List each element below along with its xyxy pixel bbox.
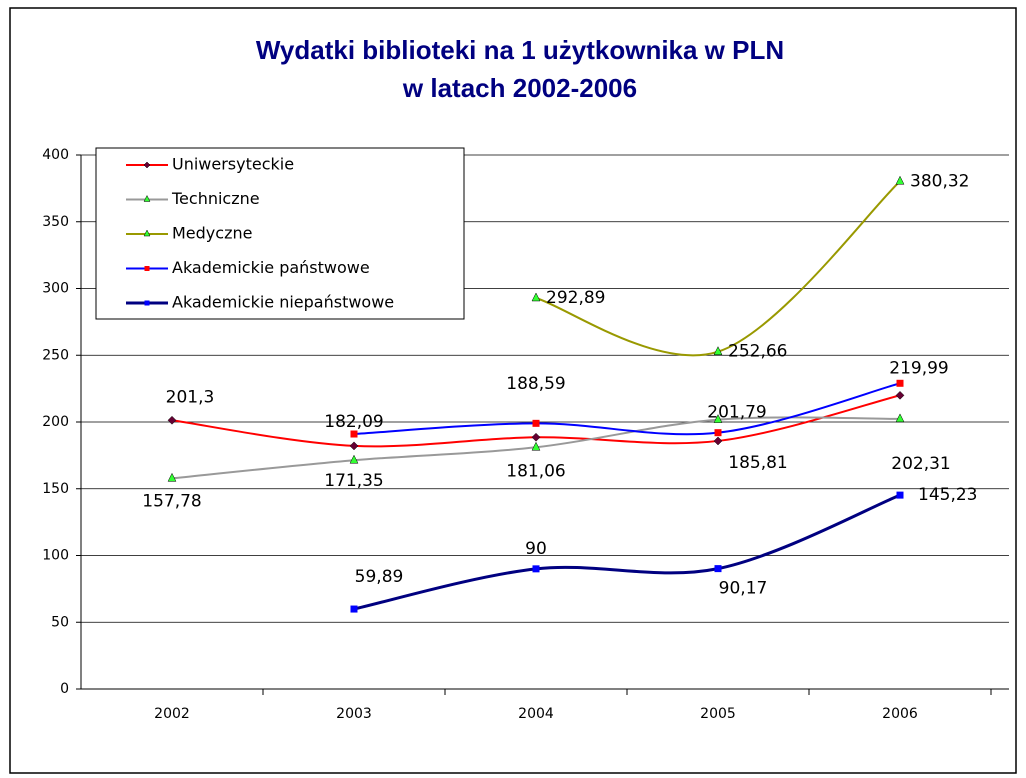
legend-label: Akademickie państwowe <box>172 258 370 277</box>
marker <box>895 390 905 400</box>
y-tick-label: 0 <box>60 681 69 697</box>
data-label: 181,06 <box>506 461 565 481</box>
chart-border <box>9 7 1017 774</box>
y-tick-label: 50 <box>51 614 69 630</box>
series-line <box>353 493 901 611</box>
x-tick-label: 2002 <box>154 706 190 722</box>
marker <box>143 194 151 202</box>
marker <box>167 415 177 425</box>
y-tick-label: 300 <box>42 281 69 297</box>
marker <box>532 565 540 573</box>
x-tick-label: 2006 <box>882 706 918 722</box>
legend-label: Uniwersyteckie <box>172 155 294 174</box>
marker <box>713 346 723 355</box>
data-label: 252,66 <box>728 342 787 362</box>
marker <box>532 419 540 427</box>
x-tick-label: 2004 <box>518 706 554 722</box>
y-tick-label: 100 <box>42 548 69 564</box>
marker <box>143 229 151 237</box>
marker <box>531 432 541 442</box>
data-label: 380,32 <box>910 171 969 191</box>
marker <box>144 300 150 306</box>
y-tick-label: 400 <box>42 147 69 163</box>
x-tick-label: 2005 <box>700 706 736 722</box>
y-tick-label: 200 <box>42 414 69 430</box>
data-label: 171,35 <box>324 471 383 491</box>
legend-label: Medyczne <box>172 224 252 243</box>
marker <box>143 161 151 169</box>
data-label: 59,89 <box>355 567 404 587</box>
data-label: 90 <box>525 539 547 559</box>
x-tick-label: 2003 <box>336 706 372 722</box>
y-tick-label: 150 <box>42 481 69 497</box>
marker <box>896 491 904 499</box>
data-label: 182,09 <box>324 412 383 432</box>
marker <box>167 472 177 482</box>
marker <box>531 441 541 451</box>
data-label: 201,79 <box>707 403 766 423</box>
marker <box>713 436 723 446</box>
marker <box>144 266 150 271</box>
series-line <box>353 382 901 436</box>
marker <box>350 430 358 438</box>
data-label: 185,81 <box>728 453 787 473</box>
data-label: 157,78 <box>142 491 201 511</box>
marker <box>350 605 358 613</box>
chart-title: w latach 2002-2006 <box>402 73 637 103</box>
data-label: 292,89 <box>546 288 605 308</box>
marker <box>349 454 359 464</box>
chart-title: Wydatki biblioteki na 1 użytkownika w PL… <box>256 35 784 65</box>
marker <box>714 429 722 437</box>
data-label: 202,31 <box>891 454 950 474</box>
data-label: 219,99 <box>889 358 948 378</box>
marker <box>896 379 904 387</box>
data-label: 90,17 <box>719 579 768 599</box>
y-tick-label: 250 <box>42 347 69 363</box>
data-label: 188,59 <box>506 374 565 394</box>
y-tick-label: 350 <box>42 214 69 230</box>
marker <box>713 414 723 423</box>
marker <box>531 292 541 302</box>
legend-label: Techniczne <box>171 189 260 208</box>
marker <box>895 175 905 185</box>
marker <box>349 441 359 451</box>
marker <box>714 565 722 573</box>
marker <box>895 413 905 423</box>
data-label: 145,23 <box>918 485 977 505</box>
legend-label: Akademickie niepaństwowe <box>172 293 394 312</box>
data-label: 201,3 <box>166 387 215 407</box>
